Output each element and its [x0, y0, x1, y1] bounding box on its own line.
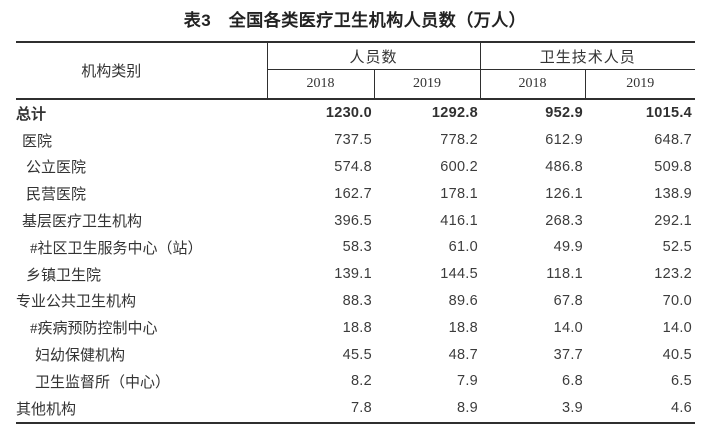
header-group-health-technicians: 卫生技术人员 — [480, 42, 696, 70]
value-cell: 49.9 — [553, 239, 584, 256]
row-label: 总计 — [16, 106, 47, 123]
value-cell: 778.2 — [440, 132, 479, 149]
header-cell-category: 机构类别 — [16, 42, 268, 99]
header-year-row: 2018 2019 2018 2019 — [16, 69, 695, 99]
table-body: 总计 1230.0 1292.8 952.9 1015.4 医院 737.5 7… — [16, 99, 695, 423]
table-row: 妇幼保健机构 45.5 48.7 37.7 40.5 — [16, 341, 695, 368]
value-cell: 162.7 — [334, 185, 372, 202]
health-institutions-personnel-table: 机构类别 人员数 卫生技术人员 2018 2019 2018 2019 总计 1… — [16, 41, 696, 424]
header-year-personnel-2018: 2018 — [267, 69, 375, 99]
table-row: 医院 737.5 778.2 612.9 648.7 — [16, 127, 695, 154]
value-cell: 139.1 — [334, 266, 372, 283]
value-cell: 18.8 — [448, 319, 479, 336]
header-group-personnel: 人员数 — [267, 42, 481, 70]
table-row: 民营医院 162.7 178.1 126.1 138.9 — [16, 180, 695, 207]
header-year-tech-2018: 2018 — [480, 69, 586, 99]
value-cell: 40.5 — [662, 346, 693, 363]
value-cell: 45.5 — [342, 346, 372, 363]
row-label: 乡镇卫生院 — [26, 267, 102, 284]
value-cell: 574.8 — [334, 158, 372, 175]
value-cell: 118.1 — [546, 266, 584, 283]
table-row: 其他机构 7.8 8.9 3.9 4.6 — [16, 395, 695, 423]
table-row: 总计 1230.0 1292.8 952.9 1015.4 — [16, 99, 695, 127]
row-label: 妇幼保健机构 — [35, 348, 126, 365]
value-cell: 52.5 — [662, 239, 693, 256]
table-row: 专业公共卫生机构 88.3 89.6 67.8 70.0 — [16, 288, 695, 315]
table-row: 基层医疗卫生机构 396.5 416.1 268.3 292.1 — [16, 207, 695, 234]
value-cell: 37.7 — [553, 346, 584, 363]
value-cell: 612.9 — [545, 132, 584, 149]
value-cell: 126.1 — [545, 185, 584, 202]
value-cell: 123.2 — [654, 266, 693, 283]
row-label: 卫生监督所（中心） — [35, 374, 171, 391]
table-row: 卫生监督所（中心） 8.2 7.9 6.8 6.5 — [16, 368, 695, 395]
value-cell: 58.3 — [342, 239, 372, 256]
table-row: #社区卫生服务中心（站） 58.3 61.0 49.9 52.5 — [16, 234, 695, 261]
row-label: 公立医院 — [26, 160, 87, 177]
row-label: 其他机构 — [16, 401, 77, 418]
table-header: 机构类别 人员数 卫生技术人员 2018 2019 2018 2019 — [16, 42, 696, 99]
header-year-tech-2019: 2019 — [626, 76, 655, 91]
value-cell: 1230.0 — [325, 105, 372, 122]
value-cell: 7.9 — [456, 373, 479, 390]
value-cell: 396.5 — [334, 212, 372, 229]
row-label: 基层医疗卫生机构 — [22, 214, 143, 231]
value-cell: 14.0 — [553, 319, 584, 336]
row-label: 民营医院 — [26, 187, 87, 204]
header-group-row: 机构类别 人员数 卫生技术人员 — [16, 42, 696, 99]
value-cell: 89.6 — [448, 292, 479, 309]
row-label: 专业公共卫生机构 — [16, 294, 137, 311]
value-cell: 18.8 — [342, 319, 372, 336]
value-cell: 61.0 — [448, 239, 479, 256]
row-label: #社区卫生服务中心（站） — [30, 240, 203, 257]
header-year-personnel-2019: 2019 — [374, 69, 481, 99]
value-cell: 486.8 — [545, 158, 584, 175]
value-cell: 416.1 — [440, 212, 479, 229]
value-cell: 1015.4 — [645, 105, 693, 122]
value-cell: 138.9 — [654, 185, 693, 202]
row-label: #疾病预防控制中心 — [30, 321, 158, 338]
value-cell: 88.3 — [342, 292, 372, 309]
value-cell: 7.8 — [350, 400, 372, 417]
value-cell: 67.8 — [553, 292, 584, 309]
row-label: 医院 — [22, 133, 53, 150]
value-cell: 648.7 — [654, 132, 693, 149]
table-row: 公立医院 574.8 600.2 486.8 509.8 — [16, 154, 695, 181]
value-cell: 14.0 — [662, 319, 693, 336]
page-title: 表3 全国各类医疗卫生机构人员数（万人） — [183, 11, 527, 30]
value-cell: 268.3 — [545, 212, 584, 229]
value-cell: 144.5 — [440, 266, 479, 283]
value-cell: 600.2 — [440, 158, 479, 175]
value-cell: 8.9 — [456, 400, 479, 417]
value-cell: 70.0 — [662, 292, 693, 309]
value-cell: 6.5 — [670, 373, 693, 390]
value-cell: 952.9 — [545, 105, 584, 122]
value-cell: 6.8 — [561, 373, 584, 390]
table-row: #疾病预防控制中心 18.8 18.8 14.0 14.0 — [16, 314, 695, 341]
value-cell: 48.7 — [448, 346, 479, 363]
value-cell: 8.2 — [350, 373, 372, 390]
value-cell: 292.1 — [654, 212, 693, 229]
value-cell: 4.6 — [670, 400, 693, 417]
value-cell: 1292.8 — [431, 105, 479, 122]
table-row: 乡镇卫生院 139.1 144.5 118.1 123.2 — [16, 261, 695, 288]
value-cell: 509.8 — [654, 158, 693, 175]
value-cell: 3.9 — [561, 400, 584, 417]
value-cell: 178.1 — [440, 185, 479, 202]
value-cell: 737.5 — [334, 132, 372, 149]
